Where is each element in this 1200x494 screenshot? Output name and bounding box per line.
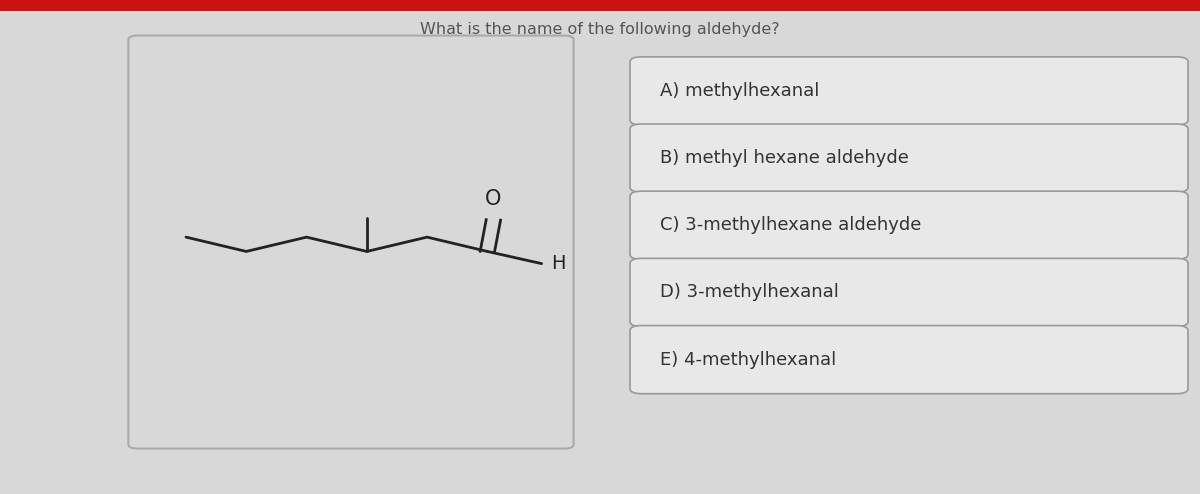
FancyBboxPatch shape [630,326,1188,394]
Text: B) methyl hexane aldehyde: B) methyl hexane aldehyde [660,149,908,167]
Bar [0,0,1200,11]
FancyBboxPatch shape [630,57,1188,125]
Text: H: H [551,254,565,273]
FancyBboxPatch shape [630,258,1188,327]
Text: E) 4-methylhexanal: E) 4-methylhexanal [660,351,836,369]
Text: A) methylhexanal: A) methylhexanal [660,82,820,100]
FancyBboxPatch shape [128,36,574,449]
Text: What is the name of the following aldehyde?: What is the name of the following aldehy… [420,22,780,37]
Text: D) 3-methylhexanal: D) 3-methylhexanal [660,284,839,301]
FancyBboxPatch shape [630,191,1188,259]
Text: C) 3-methylhexane aldehyde: C) 3-methylhexane aldehyde [660,216,922,234]
FancyBboxPatch shape [630,124,1188,192]
Text: O: O [485,189,502,209]
